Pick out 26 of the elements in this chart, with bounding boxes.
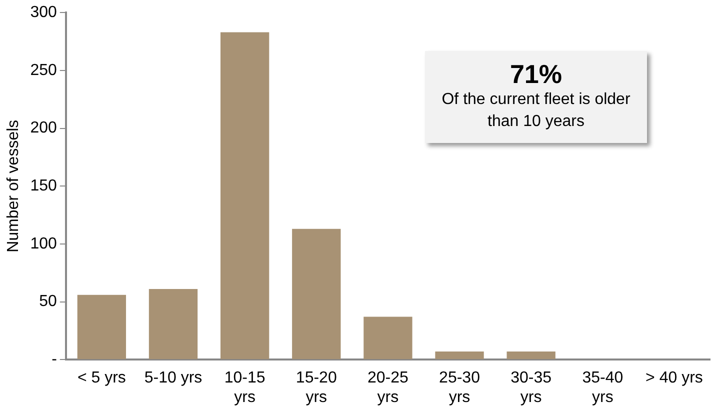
bar	[77, 294, 126, 360]
bar	[148, 289, 198, 360]
x-tick-label: < 5 yrs	[77, 370, 126, 387]
y-tick-label: 50	[39, 293, 57, 310]
y-tick-label: 150	[30, 178, 57, 195]
x-tick-label: 35-40 yrs	[582, 370, 624, 406]
x-tick-label: 20-25 yrs	[367, 370, 409, 406]
y-tick-label: 200	[30, 120, 57, 137]
x-tick-label: 25-30 yrs	[439, 370, 480, 406]
y-tick-label: 250	[30, 62, 57, 79]
x-tick-label: 5-10 yrs	[144, 370, 202, 387]
bar	[220, 32, 270, 360]
y-tick-label: 300	[30, 4, 57, 22]
bar	[292, 228, 341, 360]
bar	[435, 352, 484, 360]
x-tick-label: 10-15 yrs	[224, 370, 266, 406]
x-tick-label: > 40 yrs	[646, 370, 703, 387]
y-tick-label: -	[52, 351, 57, 368]
y-axis-title: Number of vessels	[5, 120, 22, 252]
bar	[506, 352, 556, 360]
annotation: 71%	[508, 59, 564, 89]
annotation: Of the current fleet is older than 10 years	[440, 90, 632, 132]
x-tick-label: 30-35 yrs	[510, 370, 552, 406]
y-tick-label: 100	[30, 235, 57, 252]
x-tick-label: 15-20 yrs	[296, 370, 337, 406]
bar	[364, 316, 412, 360]
